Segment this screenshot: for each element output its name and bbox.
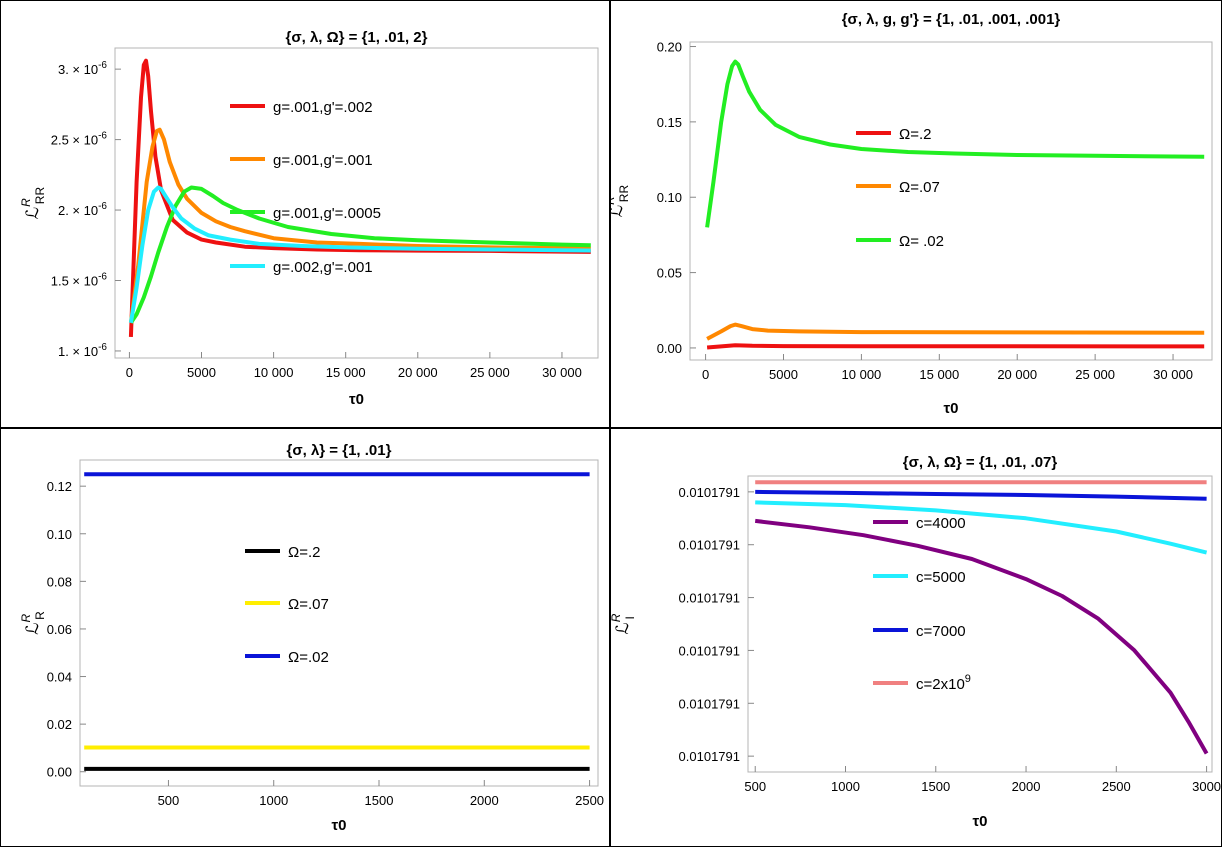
legend-label: g=.001,g'=.001 [273,152,373,169]
chart-panel-2: {σ, λ, g, g'} = {1, .01, .001, .001} 0 500… [603,0,1222,427]
chart-3: {σ, λ} = {1, .01} 500 1000 1500 2000 2500 0.00… [19,442,604,834]
x-tick-label: 500 [744,779,766,794]
series-line [755,489,1207,501]
y-tick-label: 0.00 [47,765,72,780]
legend-label: Ω=.07 [899,179,940,196]
legend-label: Ω=.2 [899,126,931,143]
x-tick-label: 25 000 [1075,367,1115,382]
y-axis-label: ℒRRR [19,187,47,220]
x-tick-label: 20 000 [398,365,438,380]
y-tick-label: 2.5 × 10-6 [51,131,108,148]
y-tick-label: 0.06 [47,622,72,637]
legend-label: c=4000 [916,515,966,532]
chart-1: {σ, λ, Ω} = {1, .01, 2} 0 5000 10 000 15 000… [19,29,599,408]
chart-title: {σ, λ, Ω} = {1, .01, 2} [286,29,428,46]
y-tick-label: 0.0101791 [679,485,740,500]
x-tick-label: 2500 [1102,779,1131,794]
x-tick-label: 1500 [921,779,950,794]
x-tick-label: 1500 [365,793,394,808]
x-tick-label: 1000 [831,779,860,794]
legend-label: c=5000 [916,569,966,586]
y-tick-label: 0.08 [47,574,72,589]
chart-title: {σ, λ} = {1, .01} [287,442,392,459]
y-tick-label: 0.10 [657,190,682,205]
series-line [129,185,591,324]
legend-label: c=2x109 [916,673,971,693]
plot-frame [79,459,599,787]
y-tick-label: 0.10 [47,527,72,542]
x-axis-label: τ0 [943,400,958,417]
legend-label: c=7000 [916,623,966,640]
legend-label: Ω= .02 [899,233,944,250]
series-line [706,322,1205,341]
x-tick-label: 15 000 [326,365,366,380]
y-tick-label: 0.0101791 [679,591,740,606]
legend-label: g=.002,g'=.001 [273,259,373,276]
chart-panel-4: {σ, λ, Ω} = {1, .01, .07} 500 1000 1500 2000… [609,429,1222,847]
legend-label: g=.001,g'=.002 [273,99,373,116]
series-line [128,58,591,337]
y-tick-label: 0.00 [657,341,682,356]
x-tick-label: 0 [126,365,133,380]
x-tick-label: 1000 [259,793,288,808]
chart-title: {σ, λ, g, g'} = {1, .01, .001, .001} [842,11,1061,28]
x-tick-label: 5000 [187,365,216,380]
plot-frame [747,475,1213,773]
y-tick-label: 1. × 10-6 [58,342,107,359]
y-tick-label: 0.0101791 [679,538,740,553]
legend-label: Ω=.2 [288,544,320,561]
chart-4: {σ, λ, Ω} = {1, .01, .07} 500 1000 1500 2000… [609,454,1221,830]
x-tick-label: 2000 [470,793,499,808]
y-tick-label: 0.04 [47,670,72,685]
y-tick-label: 0.0101791 [679,749,740,764]
x-tick-label: 20 000 [997,367,1037,382]
y-tick-label: 0.0101791 [679,696,740,711]
x-tick-label: 2500 [575,793,604,808]
legend-label: g=.001,g'=.0005 [273,205,381,222]
y-tick-label: 0.12 [47,479,72,494]
series-line [128,185,591,324]
x-tick-label: 10 000 [842,367,882,382]
x-axis-label: τ0 [972,813,987,830]
series-line [128,127,591,324]
y-tick-label: 0.20 [657,40,682,55]
x-axis-label: τ0 [349,391,364,408]
y-tick-label: 0.0101791 [679,643,740,658]
y-axis-label: ℒRI [611,613,637,634]
y-tick-label: 3. × 10-6 [58,60,107,77]
chart-panel-3: {σ, λ} = {1, .01} 500 1000 1500 2000 2500 0.00… [0,429,609,847]
series-line [705,59,1205,228]
series-line [706,343,1205,350]
legend-label: Ω=.02 [288,649,329,666]
y-tick-label: 1.5 × 10-6 [51,272,108,289]
chart-panel-1: {σ, λ, Ω} = {1, .01, 2} 0 5000 10 000 15 000… [0,0,609,427]
y-axis-label: ℒRR [19,611,47,635]
y-tick-label: 2. × 10-6 [58,201,107,218]
plot-frame [114,47,599,359]
horizontal-divider [0,427,1222,429]
x-tick-label: 2000 [1012,779,1041,794]
x-tick-label: 25 000 [470,365,510,380]
x-tick-label: 30 000 [1153,367,1193,382]
x-tick-label: 0 [702,367,709,382]
legend-label: Ω=.07 [288,596,329,613]
x-tick-label: 5000 [769,367,798,382]
series-line [755,500,1208,555]
y-axis-label: ℒRRR [611,185,631,218]
y-tick-label: 0.05 [657,266,682,281]
vertical-divider [609,0,611,847]
x-axis-label: τ0 [331,817,346,834]
series-line [754,518,1209,755]
chart-2: {σ, λ, g, g'} = {1, .01, .001, .001} 0 500… [603,11,1213,417]
y-tick-label: 0.02 [47,717,72,732]
x-tick-label: 30 000 [542,365,582,380]
y-tick-label: 0.15 [657,115,682,130]
plot-frame [689,41,1213,361]
x-tick-label: 3000 [1192,779,1221,794]
x-tick-label: 500 [158,793,180,808]
x-tick-label: 15 000 [919,367,959,382]
x-tick-label: 10 000 [254,365,294,380]
chart-title: {σ, λ, Ω} = {1, .01, .07} [903,454,1058,471]
